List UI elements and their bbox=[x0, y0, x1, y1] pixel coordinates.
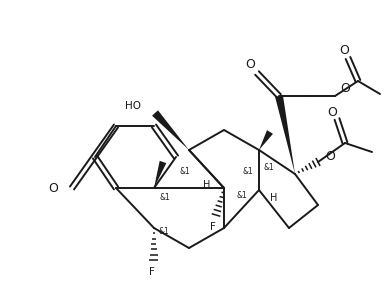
Text: O: O bbox=[339, 44, 349, 57]
Text: H: H bbox=[203, 180, 211, 190]
Text: O: O bbox=[48, 181, 58, 195]
Text: F: F bbox=[210, 222, 216, 232]
Polygon shape bbox=[154, 161, 166, 188]
Text: &1: &1 bbox=[264, 164, 274, 173]
Text: O: O bbox=[327, 105, 337, 119]
Polygon shape bbox=[275, 95, 295, 174]
Text: O: O bbox=[340, 83, 350, 95]
Text: &1: &1 bbox=[237, 192, 247, 201]
Text: &1: &1 bbox=[160, 193, 171, 201]
Text: H: H bbox=[270, 193, 278, 203]
Polygon shape bbox=[259, 130, 273, 150]
Polygon shape bbox=[152, 110, 189, 150]
Text: F: F bbox=[149, 267, 155, 277]
Text: &1: &1 bbox=[243, 167, 253, 176]
Text: &1: &1 bbox=[180, 167, 191, 176]
Text: O: O bbox=[325, 150, 335, 162]
Text: O: O bbox=[245, 58, 255, 71]
Text: &1: &1 bbox=[159, 226, 169, 235]
Text: HO: HO bbox=[125, 101, 141, 111]
